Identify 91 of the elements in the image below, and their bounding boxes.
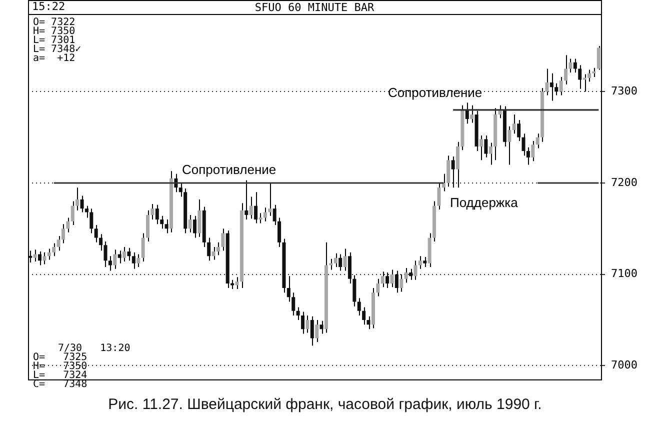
candlestick xyxy=(141,232,145,262)
candlestick xyxy=(216,242,220,256)
candlestick xyxy=(559,76,563,96)
candlestick xyxy=(404,267,408,284)
candlestick xyxy=(136,254,140,268)
annotation: L= 7348✓ xyxy=(33,44,82,55)
annotation: 7/30 13:20 xyxy=(58,343,130,354)
candlestick xyxy=(418,256,422,270)
candlestick xyxy=(564,54,568,85)
candlestick xyxy=(386,272,390,289)
candlestick xyxy=(531,140,535,162)
candlestick xyxy=(146,210,150,242)
annotation: O= 7325 xyxy=(33,352,88,363)
annotation: H= 7350 xyxy=(33,361,88,372)
candlestick xyxy=(423,256,427,268)
candlestick xyxy=(366,316,370,330)
chart-title: SFUO 60 MINUTE BAR xyxy=(254,1,374,14)
candlestick xyxy=(573,58,577,73)
candlestick xyxy=(164,219,168,234)
candlestick xyxy=(357,298,361,316)
candlestick xyxy=(409,268,413,280)
annotation: Сопротивление xyxy=(388,85,482,100)
candlestick xyxy=(80,195,84,213)
candlestick xyxy=(484,134,488,158)
annotation: L= 7301 xyxy=(33,35,76,46)
candlestick xyxy=(52,242,56,257)
candlestick xyxy=(512,114,516,134)
y-tick-label: 7200 xyxy=(611,176,638,189)
candlestick xyxy=(451,156,455,188)
candlestick xyxy=(578,64,582,90)
annotation: Поддержка xyxy=(450,195,519,210)
candlestick xyxy=(155,204,159,225)
candlestick xyxy=(508,126,512,166)
candlestick xyxy=(198,198,202,238)
candlestick xyxy=(42,252,46,265)
candlestick xyxy=(343,248,347,272)
candlestick xyxy=(479,134,483,161)
candlestick xyxy=(94,224,98,243)
candlestick xyxy=(38,251,42,266)
candlestick xyxy=(33,249,37,262)
candlestick xyxy=(380,271,384,288)
candlestick xyxy=(296,306,300,321)
candlestick xyxy=(437,182,441,210)
candlestick xyxy=(545,68,549,96)
candlestick xyxy=(390,269,394,288)
candlestick xyxy=(244,180,248,220)
candlestick xyxy=(127,247,131,262)
candlestick xyxy=(268,182,272,216)
candlestick xyxy=(207,237,211,262)
candlestick xyxy=(446,155,450,188)
candlestick xyxy=(66,217,70,233)
candlestick xyxy=(160,215,164,230)
y-tick-label: 7100 xyxy=(611,267,638,280)
candlestick xyxy=(470,104,474,124)
annotation: a= +12 xyxy=(33,53,76,64)
candlestick xyxy=(249,196,253,220)
candlestick xyxy=(263,207,267,222)
candlestick xyxy=(338,254,342,272)
annotation: H= 7350 xyxy=(33,26,76,37)
candlestick xyxy=(400,274,404,292)
candlestick xyxy=(258,212,262,224)
candlestick xyxy=(306,314,310,334)
candlestick xyxy=(320,320,324,334)
candlestick xyxy=(394,270,398,294)
annotation: O= 7322 xyxy=(33,17,76,28)
candlestick xyxy=(118,250,122,264)
y-tick-label: 7300 xyxy=(611,84,638,98)
candlestick xyxy=(221,228,225,252)
candlestick xyxy=(300,311,305,334)
candlestick xyxy=(47,248,51,260)
annotation: Сопротивление xyxy=(182,162,276,177)
candlestick xyxy=(188,214,192,233)
text: Рис. 11.27. Швейцарский франк, часовой график, июль 1990 г. xyxy=(107,396,543,413)
candlestick xyxy=(122,246,126,262)
candlestick xyxy=(254,192,258,224)
candlestick xyxy=(592,67,596,78)
candlestick xyxy=(310,316,314,346)
candlestick xyxy=(414,260,418,280)
candlestick xyxy=(315,320,319,342)
candlestick xyxy=(132,252,136,270)
y-tick-label: 7000 xyxy=(611,358,638,372)
candlestick xyxy=(376,278,380,297)
candlestick xyxy=(362,306,366,326)
annotation: L= 7324 xyxy=(33,370,88,381)
candlestick xyxy=(113,249,117,270)
candlestick xyxy=(235,276,239,290)
candlestick xyxy=(108,256,112,272)
candlestick xyxy=(192,215,196,238)
text: 15:22 xyxy=(32,0,66,13)
candlestick xyxy=(465,102,469,124)
candlestick xyxy=(90,208,94,234)
